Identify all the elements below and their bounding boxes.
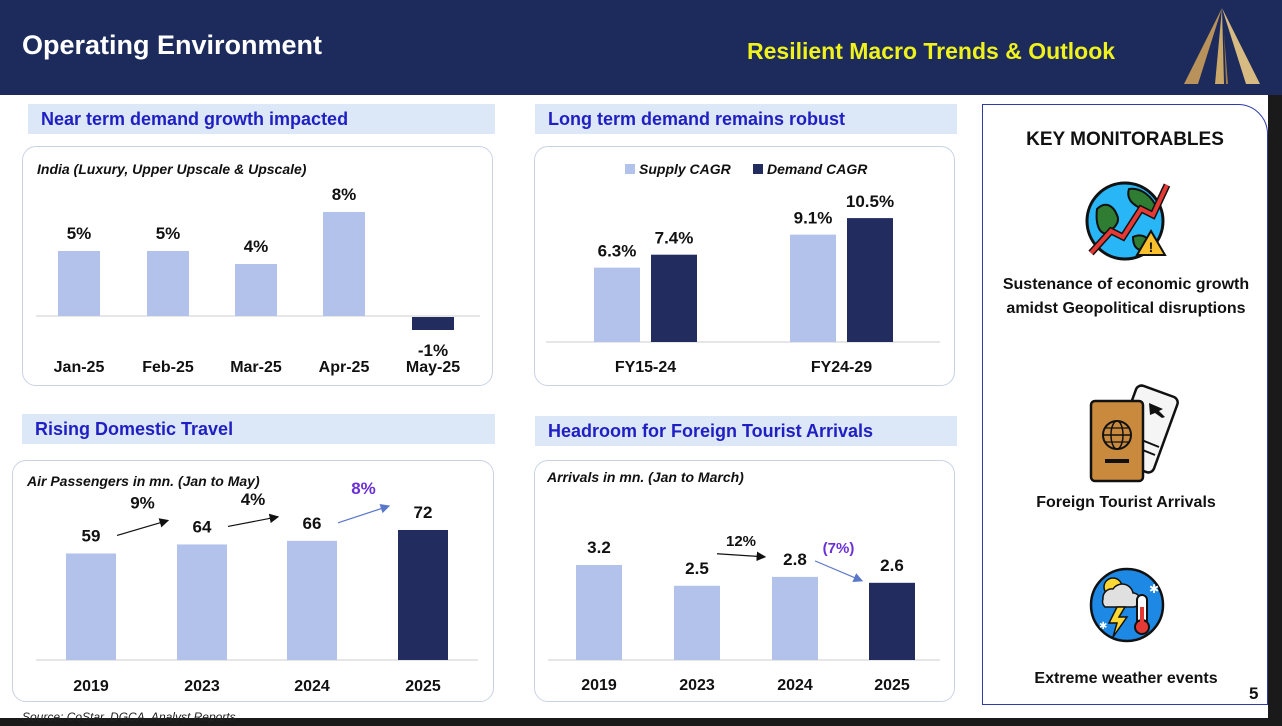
globe-risk-icon: ! [1085, 181, 1171, 261]
page-title: Operating Environment [22, 30, 323, 60]
data-label: 66 [303, 514, 322, 533]
data-label: 59 [82, 526, 101, 545]
growth-label: (7%) [823, 540, 855, 557]
page-number: 5 [1249, 684, 1259, 703]
growth-label: 12% [726, 533, 756, 550]
data-label: 2.5 [685, 559, 709, 578]
chart-title-arrivals: Arrivals in mn. (Jan to March) [547, 469, 744, 485]
svg-text:✱: ✱ [1149, 582, 1159, 596]
legend-label-supply: Supply CAGR [639, 161, 731, 177]
data-label: 4% [244, 237, 269, 256]
bar-mar-25 [235, 264, 277, 316]
data-label: 2.6 [880, 556, 904, 575]
bar-2024 [772, 576, 818, 660]
data-label: 7.4% [655, 229, 694, 248]
bar-demand-cagr [847, 218, 893, 342]
monitorable-label-geopolitical: Sustenance of economic growth amidst Geo… [1002, 276, 1250, 317]
data-label: 10.5% [846, 192, 894, 211]
data-label: -1% [418, 341, 448, 360]
growth-arrow [116, 518, 170, 537]
data-label: 8% [332, 185, 357, 204]
legend-swatch-supply [625, 164, 635, 174]
x-tick-label: 2023 [184, 678, 220, 695]
bar-2025 [398, 530, 448, 660]
growth-arrow [716, 551, 767, 562]
x-tick-label: May-25 [406, 359, 460, 376]
bar-2019 [66, 553, 116, 660]
data-label: 9.1% [794, 209, 833, 228]
x-tick-label: FY15-24 [615, 359, 676, 376]
growth-arrow [227, 513, 280, 528]
bar-2019 [576, 565, 622, 660]
weather-icon: ✱ ✱ [1089, 567, 1165, 643]
bar-2023 [177, 544, 227, 660]
data-label: 5% [67, 224, 92, 243]
x-tick-label: Apr-25 [319, 359, 370, 376]
x-tick-label: Mar-25 [230, 359, 282, 376]
brand-logo-icon [1184, 8, 1260, 84]
bar-2025 [869, 582, 915, 660]
svg-text:✱: ✱ [1099, 621, 1107, 632]
data-label: 3.2 [587, 538, 611, 557]
x-tick-label: FY24-29 [811, 359, 872, 376]
x-tick-label: 2024 [777, 677, 813, 694]
legend-swatch-demand [753, 164, 763, 174]
section-long-term: Long term demand remains robust [535, 104, 957, 134]
growth-label: 8% [351, 479, 376, 498]
monitorable-label-weather: Extreme weather events [1034, 670, 1218, 687]
chart-title-air-passengers: Air Passengers in mn. (Jan to May) [27, 473, 260, 489]
right-frame-edge [1268, 95, 1282, 726]
data-label: 2.8 [783, 550, 807, 569]
page-subtitle: Resilient Macro Trends & Outlook [747, 38, 1116, 64]
bar-supply-cagr [594, 267, 640, 342]
x-tick-label: 2024 [294, 678, 330, 695]
data-label: 6.3% [598, 242, 637, 261]
bar-feb-25 [147, 251, 189, 316]
x-tick-label: Feb-25 [142, 359, 194, 376]
passport-icon [1089, 384, 1179, 483]
growth-arrow [814, 560, 864, 582]
bar-supply-cagr [790, 234, 836, 342]
growth-label: 4% [241, 490, 266, 509]
growth-label: 9% [130, 493, 155, 512]
key-monitorables-title: KEY MONITORABLES [1026, 129, 1224, 150]
section-foreign-arrivals: Headroom for Foreign Tourist Arrivals [535, 416, 957, 446]
header-bar: Operating Environment Resilient Macro Tr… [0, 0, 1282, 95]
section-domestic-travel: Rising Domestic Travel [22, 414, 495, 444]
section-near-term: Near term demand growth impacted [28, 104, 495, 134]
data-label: 72 [414, 503, 433, 522]
data-label: 64 [193, 517, 212, 536]
bar-apr-25 [323, 212, 365, 316]
source-note: Source: CoStar, DGCA, Analyst Reports [22, 710, 236, 724]
x-tick-label: 2025 [405, 678, 441, 695]
bottom-frame-edge [0, 718, 1282, 726]
bar-2023 [674, 585, 720, 660]
growth-arrow [337, 504, 391, 524]
bar-may-25 [412, 317, 454, 330]
x-tick-label: 2025 [874, 677, 910, 694]
legend-label-demand: Demand CAGR [767, 161, 868, 177]
bar-demand-cagr [651, 254, 697, 342]
x-tick-label: Jan-25 [54, 359, 105, 376]
svg-text:!: ! [1149, 239, 1154, 255]
monitorable-label-foreign-arrivals: Foreign Tourist Arrivals [1036, 494, 1216, 511]
bar-jan-25 [58, 251, 100, 316]
legend-supply: Supply CAGR [625, 161, 731, 177]
x-tick-label: 2019 [581, 677, 617, 694]
x-tick-label: 2023 [679, 677, 715, 694]
x-tick-label: 2019 [73, 678, 109, 695]
data-label: 5% [156, 224, 181, 243]
bar-2024 [287, 540, 337, 660]
key-monitorables-panel: KEY MONITORABLES ! Sustenance of economi… [982, 104, 1268, 705]
chart-title-near-term: India (Luxury, Upper Upscale & Upscale) [37, 161, 307, 177]
legend-demand: Demand CAGR [753, 161, 867, 177]
